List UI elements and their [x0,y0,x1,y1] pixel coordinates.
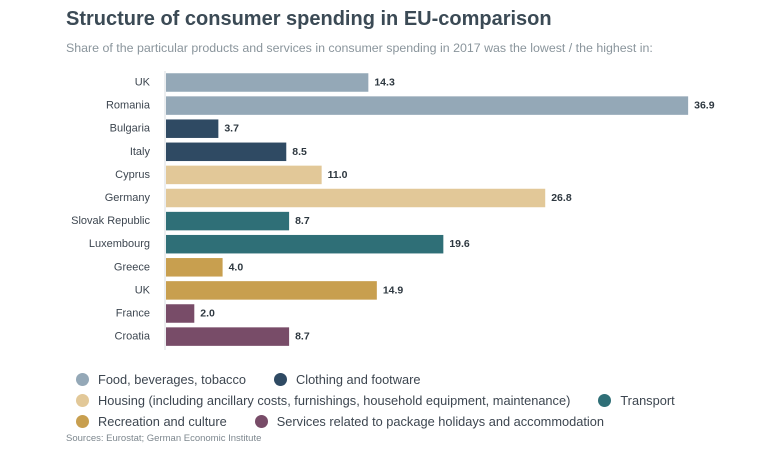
legend-item-services: Services related to package holidays and… [254,414,604,429]
legend-item-food: Food, beverages, tobacco [76,372,246,387]
legend-row: Housing (including ancillary costs, furn… [76,390,756,411]
legend-label: Services related to package holidays and… [276,414,604,429]
value-label: 19.6 [449,238,470,250]
chart-title: Structure of consumer spending in EU-com… [66,8,552,30]
value-label: 8.5 [292,146,307,158]
legend-label: Housing (including ancillary costs, furn… [98,393,571,408]
bar [166,258,223,277]
chart-subtitle: Share of the particular products and ser… [66,41,653,55]
legend-label: Clothing and footware [295,372,421,387]
value-label: 4.0 [229,261,244,273]
legend-label: Recreation and culture [98,414,227,429]
legend-swatch-icon [76,373,89,386]
category-label: Bulgaria [110,123,151,135]
legend-swatch-icon [273,373,287,386]
legend-swatch-icon [254,415,268,428]
bar [166,96,689,115]
legend: Food, beverages, tobacco Clothing and foo… [76,369,756,432]
bar [166,211,290,231]
category-label: Luxembourg [89,238,150,250]
legend-item-housing: Housing (including ancillary costs, furn… [76,393,570,408]
category-label: Germany [105,192,151,204]
category-label: Cyprus [115,169,150,181]
category-label: Slovak Republic [71,215,150,227]
bar [166,327,290,346]
bar [166,142,287,162]
legend-label: Transport [620,393,675,408]
value-label: 36.9 [694,100,715,112]
category-label: Romania [106,100,151,112]
value-label: 3.7 [224,123,239,135]
bar [166,165,322,185]
category-label: UK [135,77,151,89]
category-label: UK [135,284,151,296]
value-label: 2.0 [200,308,215,320]
value-label: 14.3 [374,77,395,89]
legend-item-transport: Transport [598,393,675,408]
category-label: Greece [114,261,150,273]
legend-item-recreation: Recreation and culture [76,414,227,429]
bar [166,304,195,323]
value-label: 26.8 [551,192,572,204]
bar [166,188,546,208]
value-label: 11.0 [328,169,348,181]
legend-row: Recreation and culture Services related t… [76,411,756,432]
bar-chart: UK 14.3 Romania 36.9 Bulgaria 3.7 Italy 8.5 Cypr… [71,71,715,350]
legend-swatch-icon [76,415,89,428]
category-label: Italy [130,146,151,158]
legend-swatch-icon [76,394,89,407]
legend-swatch-icon [598,394,612,407]
bar [166,281,377,300]
bar [166,234,444,254]
category-label: Croatia [115,331,151,343]
legend-item-clothing: Clothing and footware [273,372,421,387]
legend-label: Food, beverages, tobacco [98,372,246,387]
value-label: 8.7 [295,331,310,343]
legend-row: Food, beverages, tobacco Clothing and foo… [76,369,756,390]
bar [166,119,219,138]
category-label: France [116,308,150,320]
bar [166,73,369,92]
value-label: 14.9 [383,284,404,296]
source-note: Sources: Eurostat; German Economic Insti… [66,433,262,444]
value-label: 8.7 [295,215,310,227]
